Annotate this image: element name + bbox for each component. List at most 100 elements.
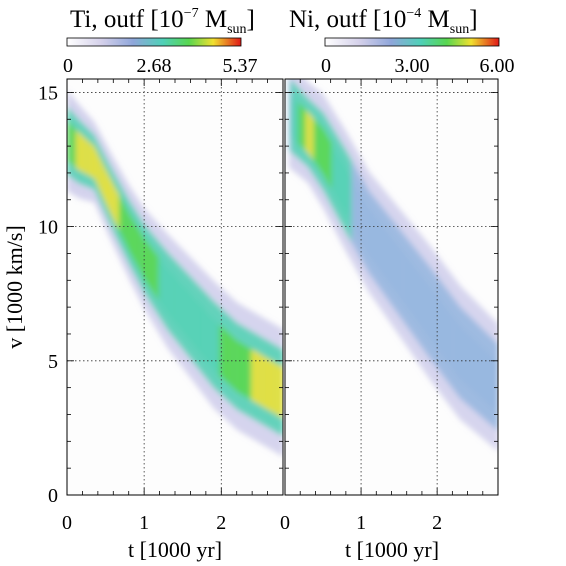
ni-heat-cell xyxy=(309,114,313,159)
ni-heat-cell xyxy=(444,305,450,365)
ti-x-tick-label: 1 xyxy=(139,512,149,534)
ti-heat-cell xyxy=(82,136,85,174)
ni-heat-cell xyxy=(410,261,415,319)
ti-heat-cell xyxy=(128,213,132,255)
ti-heat-cell xyxy=(242,344,246,397)
ti-heat-cell xyxy=(199,303,203,357)
ti-heat-cell xyxy=(123,204,127,246)
ni-heat-cell xyxy=(305,110,309,153)
ti-y-tick-label: 10 xyxy=(38,217,58,239)
ni-heat-cell xyxy=(321,126,324,175)
ni-panel-title: Ni, outf [10−4 Msun] xyxy=(289,6,478,37)
ti-heat-cell xyxy=(184,287,189,339)
ni-heat-cell xyxy=(402,251,408,309)
ni-heat-cell xyxy=(433,290,438,350)
ti-heat-cell xyxy=(175,277,180,328)
ni-heat-cell xyxy=(372,212,377,267)
ti-plot-panel xyxy=(66,78,284,496)
ni-colorbar-tick-1: 3.00 xyxy=(395,55,430,77)
ti-heat-cell xyxy=(138,229,141,272)
ti-heat-cell xyxy=(222,327,226,381)
ti-heat-cell xyxy=(86,139,89,176)
ti-heat-cell xyxy=(161,260,165,310)
ti-heat-cell xyxy=(90,142,93,178)
ti-heat-cell xyxy=(268,359,273,412)
ti-heat-cell xyxy=(225,329,229,384)
ti-grid xyxy=(67,79,283,495)
ni-heat-cell xyxy=(368,207,374,262)
ti-x-axis-label: t [1000 yr] xyxy=(128,537,222,562)
ti-heat-cell xyxy=(190,293,194,346)
ti-heat-cell xyxy=(239,342,244,396)
ni-tick-labels: 0 1 2 xyxy=(280,512,442,534)
ti-heat-cell xyxy=(152,249,157,297)
ni-heat-cell xyxy=(340,157,344,211)
ti-heat-cell xyxy=(105,169,109,208)
ti-colorbar-tick-0: 0 xyxy=(63,55,73,77)
ti-heat-cell xyxy=(236,340,241,394)
ni-heat-cell xyxy=(295,99,299,145)
ni-heatmap xyxy=(288,79,498,451)
ti-heat-cell xyxy=(109,176,113,217)
ni-heat-cell xyxy=(317,122,320,169)
ti-colorbar-tick-2: 5.37 xyxy=(223,55,258,77)
ni-heat-cell xyxy=(300,105,304,149)
ti-heat-cell xyxy=(210,316,215,371)
ni-heat-cell xyxy=(360,192,364,247)
ni-heat-cell xyxy=(311,116,315,161)
ti-heat-cell xyxy=(101,161,105,200)
ni-heat-cell xyxy=(334,148,338,201)
ni-x-tick-label: 2 xyxy=(432,512,442,534)
ti-heat-cell xyxy=(126,208,130,251)
ni-heat-cell xyxy=(288,92,292,138)
ti-heat-cell xyxy=(228,332,232,387)
ni-heat-cell xyxy=(362,197,367,252)
ni-heat-cell xyxy=(351,177,356,231)
ni-heat-cell xyxy=(391,237,396,293)
ti-heat-cell xyxy=(277,364,281,417)
ni-heat-cell xyxy=(425,280,431,340)
ni-plot-panel xyxy=(284,78,499,496)
ni-colorbar-tick-0: 0 xyxy=(321,55,331,77)
ti-heat-cell xyxy=(88,141,91,177)
ni-colorbar-tick-2: 6.00 xyxy=(480,55,515,77)
ti-heat-cell xyxy=(134,222,138,265)
ni-heat-cell xyxy=(483,348,490,405)
ni-heat-cell xyxy=(348,172,353,226)
ni-heat-cell xyxy=(303,107,307,151)
ni-x-tick-label: 0 xyxy=(280,512,290,534)
ti-plot-frame xyxy=(66,78,284,496)
ni-plot-frame xyxy=(284,78,499,496)
ti-heat-cell xyxy=(80,134,84,173)
ni-colorbar xyxy=(324,37,500,47)
ti-heat-cell xyxy=(213,319,218,373)
ti-heat-cell xyxy=(271,360,275,414)
ni-heat-cell xyxy=(399,246,404,303)
ni-heat-cell xyxy=(380,222,385,277)
ti-heat-cell xyxy=(132,219,136,262)
ti-heat-cell xyxy=(103,165,107,204)
ti-heat-cell xyxy=(230,335,235,389)
ti-heat-cell xyxy=(78,132,82,172)
ni-heat-cell xyxy=(328,138,333,190)
ni-heat-cell xyxy=(406,256,412,314)
ti-heat-cell xyxy=(140,232,143,276)
y-axis-label: v [1000 km/s] xyxy=(2,225,27,348)
ti-heat-cell xyxy=(121,199,125,242)
ti-heat-cell xyxy=(84,137,87,175)
ni-heat-cell xyxy=(459,325,466,384)
ti-y-tick-label: 5 xyxy=(48,351,58,373)
ti-heat-cell xyxy=(196,300,200,353)
ti-heat-cell xyxy=(265,357,270,411)
ti-y-tick-label: 0 xyxy=(48,485,58,507)
ti-heat-cell xyxy=(251,349,255,402)
ni-heat-cell xyxy=(456,320,461,380)
ni-heat-cell xyxy=(387,232,393,288)
ni-heat-cell xyxy=(488,353,494,409)
ti-heat-cell xyxy=(178,280,183,332)
ti-heat-cell xyxy=(245,345,249,399)
ni-heat-cell xyxy=(440,300,446,360)
ni-heat-cell xyxy=(429,285,434,345)
ni-x-tick-label: 1 xyxy=(356,512,366,534)
